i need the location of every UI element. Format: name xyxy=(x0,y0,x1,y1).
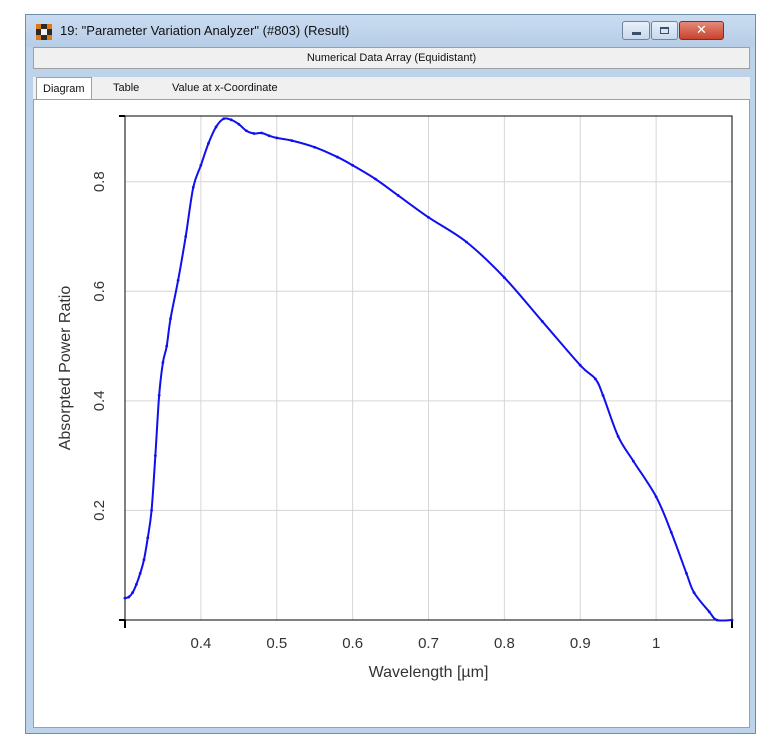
x-tick-label: 0.9 xyxy=(570,635,591,652)
data-point xyxy=(685,572,688,575)
data-point xyxy=(578,363,582,367)
title-bar[interactable]: 19: "Parameter Variation Analyzer" (#803… xyxy=(26,15,755,47)
y-tick-label: 0.8 xyxy=(91,171,108,192)
data-point xyxy=(150,509,153,512)
data-point xyxy=(601,393,605,397)
data-point xyxy=(290,139,294,143)
data-point xyxy=(146,536,150,540)
data-point xyxy=(229,118,233,122)
x-tick-label: 0.4 xyxy=(190,635,211,652)
close-button[interactable]: ✕ xyxy=(679,21,724,40)
data-point xyxy=(730,618,734,622)
data-point xyxy=(222,117,226,121)
data-point xyxy=(396,194,400,197)
data-point xyxy=(692,591,696,595)
data-point xyxy=(199,163,203,167)
data-point xyxy=(138,572,142,575)
data-point xyxy=(252,132,256,135)
data-point xyxy=(214,125,218,129)
data-point xyxy=(631,459,635,463)
y-axis-label: Absorpted Power Ratio xyxy=(57,286,74,451)
x-tick-label: 0.7 xyxy=(418,635,439,652)
data-point xyxy=(123,596,127,600)
x-axis-label: Wavelength [µm] xyxy=(369,664,489,681)
window-title: 19: "Parameter Variation Analyzer" (#803… xyxy=(60,23,350,38)
app-icon xyxy=(36,24,52,40)
minimize-icon xyxy=(631,32,641,35)
maximize-icon xyxy=(660,27,669,34)
tab-diagram[interactable]: Diagram xyxy=(36,77,92,100)
data-point xyxy=(157,393,161,397)
data-point xyxy=(184,235,188,238)
data-point xyxy=(616,435,620,438)
data-point xyxy=(336,155,339,159)
data-point xyxy=(237,122,241,126)
y-tick-label: 0.4 xyxy=(91,390,108,411)
x-tick-label: 0.6 xyxy=(342,635,363,652)
data-point xyxy=(165,344,169,348)
data-point xyxy=(131,591,134,595)
data-point xyxy=(260,131,263,135)
data-point xyxy=(267,134,271,138)
data-point xyxy=(313,145,317,149)
data-point xyxy=(207,141,210,145)
data-point xyxy=(245,129,248,133)
close-icon: ✕ xyxy=(696,23,707,38)
plot-frame xyxy=(124,115,733,621)
data-point xyxy=(669,530,673,534)
x-tick-label: 0.8 xyxy=(494,635,515,652)
y-tick-label: 0.2 xyxy=(91,500,108,521)
tab-strip: Diagram Table Value at x-Coordinate xyxy=(33,77,750,100)
data-point xyxy=(654,495,658,499)
line-chart[interactable]: 0.4 0.5 0.6 0.7 0.8 0.9 1 0.2 0.4 0.6 0.8 Wavelengt… xyxy=(34,100,749,727)
maximize-button[interactable] xyxy=(651,21,678,40)
data-point xyxy=(715,618,719,622)
y-tick-label: 0.6 xyxy=(91,281,108,302)
data-point xyxy=(134,582,138,586)
tab-value-at-x-coordinate[interactable]: Value at x-Coordinate xyxy=(172,82,278,94)
result-window: 19: "Parameter Variation Analyzer" (#803… xyxy=(25,14,756,734)
data-point xyxy=(502,276,506,280)
data-type-header: Numerical Data Array (Equidistant) xyxy=(33,47,750,69)
data-point xyxy=(707,610,711,614)
data-point xyxy=(169,317,172,321)
data-point xyxy=(161,361,165,364)
data-point xyxy=(153,454,157,458)
data-point xyxy=(465,240,468,244)
x-tick-label: 0.5 xyxy=(266,635,287,652)
data-point xyxy=(191,185,195,189)
data-point xyxy=(127,595,131,599)
tab-table[interactable]: Table xyxy=(113,82,140,94)
data-point xyxy=(176,278,180,282)
data-point xyxy=(540,320,544,323)
data-point xyxy=(427,215,430,219)
data-point xyxy=(351,163,355,167)
data-point xyxy=(373,177,377,181)
x-tick-label: 1 xyxy=(652,635,660,652)
data-point xyxy=(275,136,279,140)
diagram-panel: 0.4 0.5 0.6 0.7 0.8 0.9 1 0.2 0.4 0.6 0.8 Wavelengt… xyxy=(33,99,750,728)
minimize-button[interactable] xyxy=(622,21,650,40)
data-point xyxy=(594,377,597,381)
data-point xyxy=(142,558,146,562)
